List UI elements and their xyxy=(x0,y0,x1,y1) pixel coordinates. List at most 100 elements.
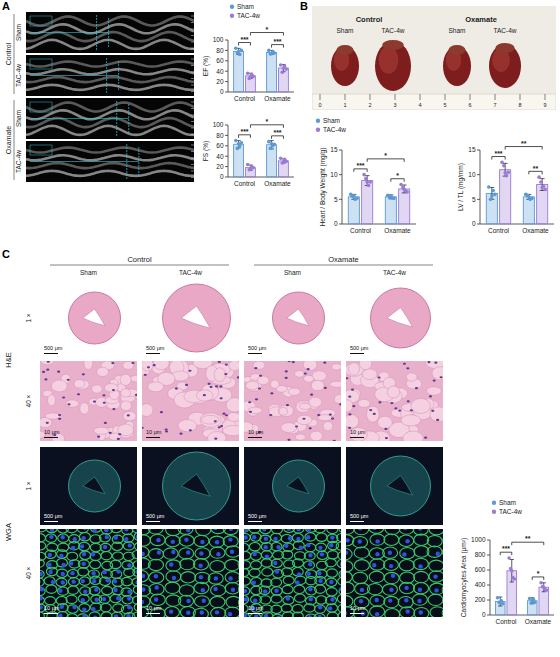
cell-membrane xyxy=(346,548,352,559)
nucleus xyxy=(103,402,106,404)
point xyxy=(539,180,543,184)
nucleus xyxy=(249,411,252,413)
nucleus xyxy=(360,588,364,592)
cell-membrane xyxy=(249,543,260,551)
nucleus xyxy=(405,539,409,543)
cell xyxy=(323,421,333,430)
panel-letter: C xyxy=(2,248,10,260)
plot-area xyxy=(348,173,409,224)
error-bar xyxy=(542,583,546,592)
y-tick xyxy=(487,555,490,556)
y-tick xyxy=(225,60,228,61)
nucleus xyxy=(329,413,332,415)
y-tick xyxy=(487,615,490,616)
nucleus xyxy=(377,376,380,378)
point xyxy=(500,161,504,165)
nucleus xyxy=(264,614,268,617)
condition-label: Sham xyxy=(15,110,22,127)
image-background xyxy=(244,279,341,357)
significance-label: * xyxy=(266,26,269,33)
scale-bar xyxy=(146,437,160,438)
cell-membrane xyxy=(46,585,57,593)
cell xyxy=(278,405,293,417)
cell-membrane xyxy=(40,559,44,567)
cell-membrane xyxy=(110,560,121,568)
scale-bar xyxy=(248,521,262,522)
group-label: Control xyxy=(127,255,152,264)
nucleus xyxy=(60,535,64,539)
nucleus xyxy=(207,383,210,385)
nucleus xyxy=(259,375,262,377)
nucleus xyxy=(186,610,190,614)
y-tick xyxy=(487,600,490,601)
cell-membrane xyxy=(40,587,45,595)
nucleus xyxy=(128,543,132,547)
cell-membrane xyxy=(316,533,327,541)
condition-label: TAC-4w xyxy=(382,27,405,34)
nucleus xyxy=(372,529,376,530)
cell-membrane xyxy=(79,577,90,585)
image-background xyxy=(244,361,341,441)
cell-membrane xyxy=(353,536,368,547)
cell xyxy=(121,401,132,411)
cell xyxy=(270,380,279,388)
cell-membrane xyxy=(292,568,303,576)
cell-membrane xyxy=(399,535,414,546)
nucleus xyxy=(185,384,188,386)
echo-scale xyxy=(191,164,194,165)
cell xyxy=(123,411,136,420)
significance-label: ** xyxy=(533,165,539,172)
cell-membrane xyxy=(304,552,315,560)
y-axis-title: Heart / Body Weight (mg/g) xyxy=(319,148,327,227)
cell-membrane xyxy=(111,570,122,578)
nucleus xyxy=(127,563,131,567)
cell xyxy=(97,367,109,376)
nucleus xyxy=(58,613,62,617)
cell-membrane xyxy=(46,567,57,575)
nucleus xyxy=(306,535,310,539)
nucleus xyxy=(434,362,437,364)
nucleus xyxy=(274,589,278,593)
cell-membrane xyxy=(102,586,113,594)
cell xyxy=(296,402,310,413)
cell-membrane xyxy=(225,607,239,617)
cell xyxy=(304,375,314,382)
cell-membrane xyxy=(414,571,429,582)
y-axis-title: FS (%) xyxy=(202,141,210,161)
lumen xyxy=(387,308,413,328)
bar xyxy=(537,185,548,224)
heart xyxy=(489,44,521,88)
nucleus xyxy=(220,397,223,399)
image-background xyxy=(40,529,137,617)
significance-bracket xyxy=(532,577,544,580)
point xyxy=(279,156,283,160)
cell-membrane xyxy=(369,571,384,582)
cell xyxy=(104,384,118,393)
heart-atria xyxy=(495,43,514,53)
cell-membrane xyxy=(66,529,77,533)
histology-image: 500 μm xyxy=(142,447,239,525)
nucleus xyxy=(105,578,109,582)
cell-membrane xyxy=(272,614,283,617)
y-tick xyxy=(477,174,480,175)
point xyxy=(282,161,286,165)
nucleus xyxy=(352,405,355,407)
cell-membrane xyxy=(442,584,443,595)
legend: ShamTAC-4w xyxy=(316,117,346,133)
cell-membrane xyxy=(428,594,443,605)
cell-membrane xyxy=(133,585,137,593)
nucleus xyxy=(155,585,159,589)
nucleus xyxy=(40,572,43,576)
cell-membrane xyxy=(399,582,414,593)
nucleus xyxy=(418,588,422,592)
nucleus xyxy=(346,611,347,615)
lumen xyxy=(181,474,210,496)
nucleus xyxy=(93,400,96,402)
legend-label: Sham xyxy=(323,117,340,124)
cell-membrane xyxy=(238,597,239,608)
nucleus xyxy=(40,587,44,591)
cell-membrane xyxy=(384,596,399,607)
cell-membrane xyxy=(46,534,57,542)
significance-bracket xyxy=(239,43,251,46)
significance-label: *** xyxy=(273,129,281,136)
